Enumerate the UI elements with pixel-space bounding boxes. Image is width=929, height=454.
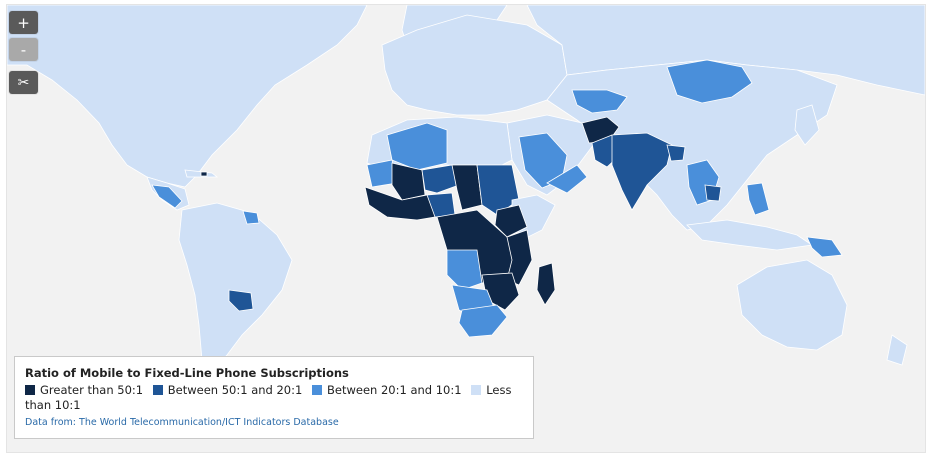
legend-item-less-than-10: Less than 10:1 [25,383,511,412]
map-viewport[interactable] [6,4,926,453]
region-new-zealand[interactable] [886,334,908,366]
region-north-america[interactable] [7,5,368,188]
region-east-africa[interactable] [506,229,533,286]
zoom-in-button[interactable]: + [9,11,38,34]
map-legend: Ratio of Mobile to Fixed-Line Phone Subs… [14,356,534,439]
region-central-america-mid[interactable] [151,184,183,209]
region-kazakhstan-south[interactable] [571,89,628,114]
region-paraguay[interactable] [228,289,254,312]
legend-swatch [311,385,322,395]
region-australia[interactable] [736,259,848,351]
region-south-africa[interactable] [458,304,508,338]
region-yemen-oman[interactable] [546,164,588,194]
region-mongolia[interactable] [666,59,753,104]
region-angola[interactable] [446,249,483,291]
region-haiti[interactable] [200,171,208,177]
legend-items: Greater than 50:1 Between 50:1 and 20:1 … [25,383,523,413]
legend-label: Less than 10:1 [25,383,512,412]
region-europe[interactable] [381,14,568,116]
legend-label: Between 20:1 and 10:1 [326,383,462,397]
world-map[interactable] [7,5,925,452]
legend-label: Greater than 50:1 [40,383,144,397]
region-madagascar[interactable] [536,262,556,306]
region-niger[interactable] [421,164,460,194]
region-guyana[interactable] [242,210,260,225]
scissors-icon[interactable]: ✂ [9,71,38,94]
region-south-america[interactable] [178,202,293,371]
zoom-out-button[interactable]: - [9,38,38,61]
region-bangladesh[interactable] [666,144,686,162]
region-cambodia[interactable] [704,184,722,202]
legend-swatch [25,385,35,395]
region-india[interactable] [611,132,673,211]
region-chad[interactable] [451,164,483,211]
legend-label: Between 50:1 and 20:1 [167,383,303,397]
region-indonesia[interactable] [686,219,814,251]
region-philippines[interactable] [746,182,770,216]
region-japan[interactable] [794,104,820,146]
region-papua-new-guinea[interactable] [806,236,843,258]
legend-item-greater-than-50: Greater than 50:1 [25,383,143,397]
legend-item-between-50-20: Between 50:1 and 20:1 [152,383,303,397]
legend-item-between-20-10: Between 20:1 and 10:1 [311,383,462,397]
legend-title: Ratio of Mobile to Fixed-Line Phone Subs… [25,366,349,380]
legend-source: Data from: The World Telecommunication/I… [25,417,339,428]
region-ethiopia[interactable] [494,204,528,238]
legend-swatch [471,385,482,395]
legend-swatch [152,385,163,395]
